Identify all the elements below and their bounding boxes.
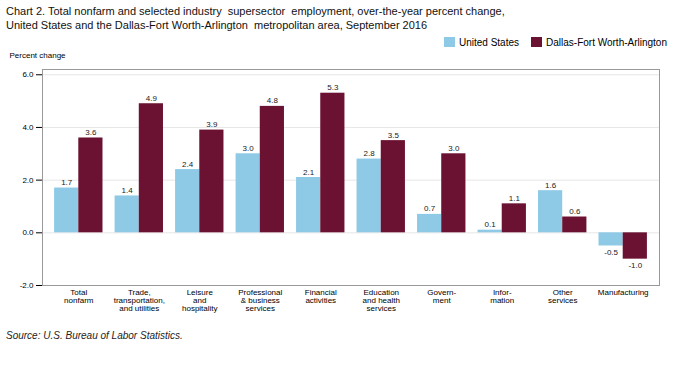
svg-text:2.1: 2.1 bbox=[303, 168, 315, 177]
svg-text:3.9: 3.9 bbox=[206, 120, 218, 129]
svg-text:2.4: 2.4 bbox=[182, 160, 194, 169]
svg-text:0.0: 0.0 bbox=[22, 228, 34, 237]
svg-text:0.1: 0.1 bbox=[485, 220, 497, 229]
svg-text:0.7: 0.7 bbox=[424, 204, 436, 213]
svg-text:Percent change: Percent change bbox=[10, 51, 67, 60]
svg-text:2.8: 2.8 bbox=[364, 149, 376, 158]
svg-text:4.9: 4.9 bbox=[146, 94, 158, 103]
svg-text:Trade,transportation,and utili: Trade,transportation,and utilities bbox=[114, 288, 165, 313]
svg-text:-2.0: -2.0 bbox=[20, 281, 34, 290]
svg-text:Financialactivities: Financialactivities bbox=[305, 288, 337, 305]
svg-text:0.6: 0.6 bbox=[569, 207, 581, 216]
svg-text:3.0: 3.0 bbox=[243, 144, 255, 153]
svg-text:Leisureandhospitality: Leisureandhospitality bbox=[182, 288, 218, 313]
svg-text:5.3: 5.3 bbox=[327, 83, 339, 92]
svg-text:Govern-ment: Govern-ment bbox=[427, 288, 456, 305]
svg-text:4.0: 4.0 bbox=[22, 123, 34, 132]
html-text:Dallas-Fort Worth-Arlington: Dallas-Fort Worth-Arlington bbox=[546, 36, 667, 48]
svg-text:2.0: 2.0 bbox=[22, 176, 34, 185]
svg-text:-1.0: -1.0 bbox=[628, 261, 642, 270]
html-text:Source: U.S. Bureau of Labor S: Source: U.S. Bureau of Labor Statistics. bbox=[6, 330, 183, 341]
html-text:United States: United States bbox=[459, 36, 519, 48]
svg-text:Manufacturing: Manufacturing bbox=[598, 288, 649, 297]
svg-text:Otherservices: Otherservices bbox=[548, 288, 577, 305]
svg-text:Totalnonfarm: Totalnonfarm bbox=[64, 288, 94, 305]
html-text:United States and the Dallas-F: United States and the Dallas-Fort Worth-… bbox=[6, 19, 428, 31]
svg-text:3.0: 3.0 bbox=[448, 144, 460, 153]
svg-text:Professional& businessservices: Professional& businessservices bbox=[238, 288, 282, 313]
svg-text:Infor-mation: Infor-mation bbox=[490, 288, 514, 305]
svg-text:3.6: 3.6 bbox=[85, 128, 97, 137]
svg-text:3.5: 3.5 bbox=[388, 131, 400, 140]
svg-text:1.4: 1.4 bbox=[122, 186, 134, 195]
svg-text:4.8: 4.8 bbox=[267, 96, 279, 105]
svg-text:6.0: 6.0 bbox=[22, 70, 34, 79]
svg-text:-0.5: -0.5 bbox=[604, 248, 618, 257]
svg-text:1.1: 1.1 bbox=[509, 194, 521, 203]
svg-text:Educationand healthservices: Educationand healthservices bbox=[363, 288, 400, 313]
svg-text:1.6: 1.6 bbox=[545, 181, 557, 190]
html-text:Chart 2. Total nonfarm and sel: Chart 2. Total nonfarm and selected indu… bbox=[6, 5, 505, 17]
svg-text:1.7: 1.7 bbox=[61, 178, 73, 187]
